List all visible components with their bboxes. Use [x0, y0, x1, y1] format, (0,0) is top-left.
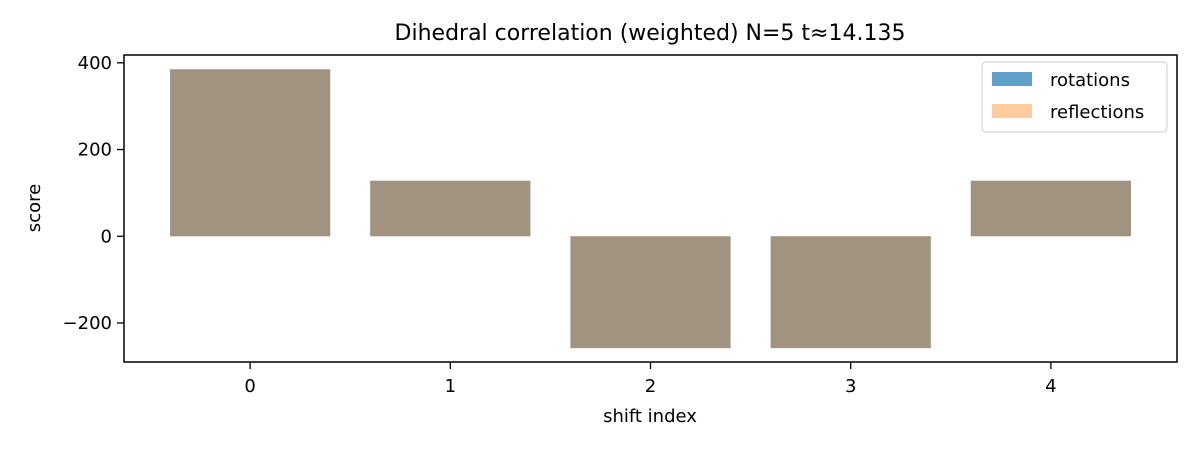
chart-title: Dihedral correlation (weighted) N=5 t≈14… [395, 21, 906, 46]
bar-reflections-4 [970, 180, 1131, 237]
x-tick-label-2: 2 [645, 376, 656, 397]
y-tick-label-200: 200 [78, 140, 112, 161]
legend-label-rotations: rotations [1050, 70, 1130, 91]
y-tick-label-400: 400 [78, 53, 112, 74]
y-tick-label-0: 0 [101, 226, 112, 247]
bar-rotations-3 [770, 236, 931, 349]
ticks-layer: 0 1 2 3 4 −200 0 200 400 [63, 53, 1057, 397]
bar-reflections-1 [370, 180, 531, 237]
legend-label-reflections: reflections [1050, 102, 1144, 123]
legend-swatch-reflections [992, 104, 1032, 118]
bar-rotations-4 [970, 180, 1131, 237]
bar-rotations-2 [570, 236, 731, 349]
y-tick-label--200: −200 [63, 313, 112, 334]
x-tick-label-4: 4 [1045, 376, 1056, 397]
bar-reflections-0 [170, 69, 331, 237]
x-tick-label-1: 1 [445, 376, 456, 397]
y-axis-label: score [24, 184, 45, 232]
x-axis-label: shift index [603, 406, 697, 427]
bar-reflections-2 [570, 236, 731, 349]
plot-frame [123, 54, 1178, 363]
bar-reflections-3 [770, 236, 931, 349]
legend: rotations reflections [981, 61, 1168, 133]
x-tick-label-0: 0 [244, 376, 255, 397]
bar-rotations-1 [370, 180, 531, 237]
legend-swatch-rotations [992, 72, 1032, 86]
x-tick-label-3: 3 [845, 376, 856, 397]
bar-rotations-0 [170, 69, 331, 237]
bars-layer [170, 69, 1131, 349]
